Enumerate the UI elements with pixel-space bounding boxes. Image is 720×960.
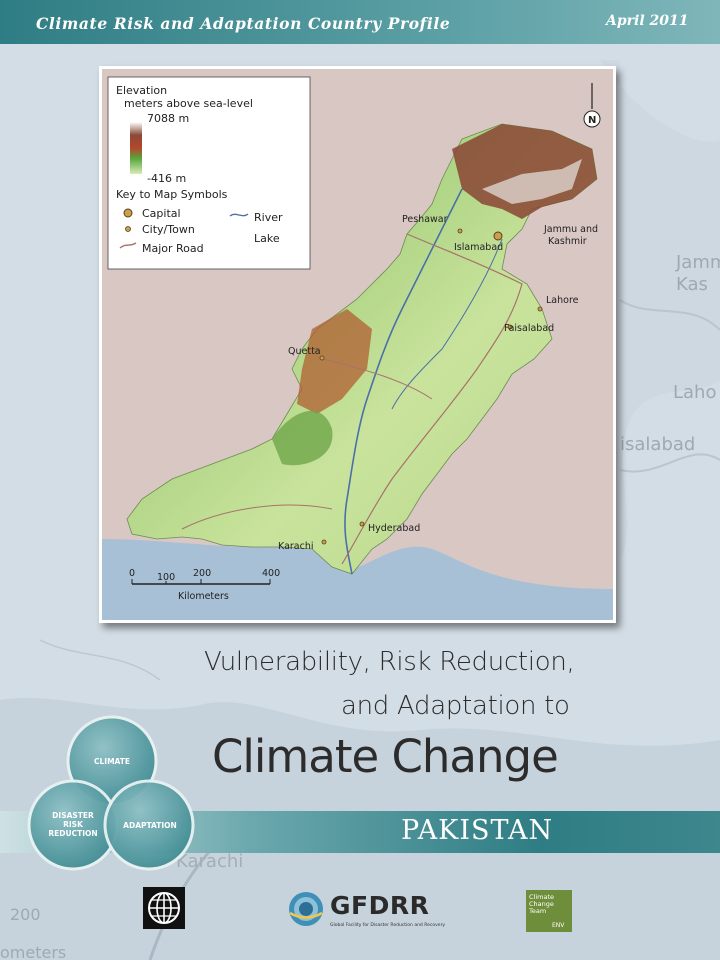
city-label-quetta: Quetta bbox=[288, 346, 321, 357]
city-marker-quetta bbox=[319, 355, 325, 361]
city-label-islamabad: Islamabad bbox=[454, 242, 503, 253]
bg-label-200: 200 bbox=[10, 905, 41, 924]
world-bank-logo bbox=[143, 887, 185, 929]
scale-label-0: 0 bbox=[129, 568, 135, 579]
city-marker-peshawar bbox=[457, 228, 463, 234]
elevation-scale bbox=[130, 122, 142, 174]
pakistan-map: Elevation meters above sea-level 7088 m … bbox=[99, 66, 616, 623]
legend-subtitle: meters above sea-level bbox=[124, 97, 253, 110]
bg-label-karachi: Karachi bbox=[176, 851, 243, 872]
city-marker-karachi bbox=[321, 539, 327, 545]
cct-line-2: Change bbox=[529, 900, 554, 908]
balochistan-hills bbox=[272, 410, 333, 466]
city-icon bbox=[125, 226, 131, 232]
city-label-faisalabad: Faisalabad bbox=[504, 323, 554, 334]
city-label-karachi: Karachi bbox=[278, 541, 314, 552]
major-road bbox=[181, 504, 333, 530]
legend-title: Elevation bbox=[116, 84, 167, 97]
major-road bbox=[341, 233, 523, 565]
legend-river: River bbox=[254, 211, 283, 224]
legend-max: 7088 m bbox=[147, 112, 189, 125]
cct-env: ENV bbox=[552, 922, 565, 929]
scale-label-100: 100 bbox=[157, 572, 175, 583]
label-drr-2: RISK bbox=[63, 820, 83, 829]
legend-lake: Lake bbox=[254, 232, 280, 245]
city-marker-lahore bbox=[537, 306, 543, 312]
country-name: PAKISTAN bbox=[401, 815, 554, 846]
glaciers bbox=[482, 159, 582, 204]
cct-text: Climate Change Team bbox=[529, 894, 554, 915]
bg-label-kilometers: ometers bbox=[0, 943, 66, 960]
title-line-2: and Adaptation to bbox=[341, 691, 570, 721]
city-label-peshawar: Peshawar bbox=[402, 214, 448, 225]
gfdrr-globe-icon bbox=[289, 892, 323, 926]
publication-date: April 2011 bbox=[606, 13, 689, 29]
bg-label-jammu: Jamm bbox=[675, 252, 720, 273]
legend-city: City/Town bbox=[142, 223, 195, 236]
legend-road: Major Road bbox=[142, 242, 204, 255]
city-marker-hyderabad bbox=[359, 521, 365, 527]
bg-label-kas: Kas bbox=[676, 274, 708, 295]
northern-highlands bbox=[452, 124, 597, 219]
legend-capital: Capital bbox=[142, 207, 181, 220]
gfdrr-logo: GFDRR Global Facility for Disaster Reduc… bbox=[286, 889, 446, 933]
capital-icon bbox=[123, 208, 133, 218]
capital-marker-islamabad bbox=[493, 231, 503, 241]
label-drr-1: DISASTER bbox=[52, 811, 94, 820]
major-road bbox=[323, 358, 433, 400]
legend-key-title: Key to Map Symbols bbox=[116, 188, 228, 201]
river-icon bbox=[229, 213, 249, 217]
cct-line-3: Team bbox=[529, 907, 547, 915]
bg-label-faisalabad: isalabad bbox=[620, 434, 695, 455]
label-drr-3: REDUCTION bbox=[48, 829, 98, 838]
label-adaptation: ADAPTATION bbox=[123, 821, 177, 830]
country-bar bbox=[0, 811, 720, 853]
series-title: Climate Risk and Adaptation Country Prof… bbox=[36, 14, 451, 33]
header-bar: Climate Risk and Adaptation Country Prof… bbox=[0, 0, 720, 44]
scale-label-400: 400 bbox=[262, 568, 280, 579]
bg-label-lahore: Laho bbox=[673, 382, 716, 403]
scale-label-200: 200 bbox=[193, 568, 211, 579]
arabian-sea bbox=[102, 539, 613, 620]
city-label-hyderabad: Hyderabad bbox=[368, 523, 420, 534]
cct-line-1: Climate bbox=[529, 893, 555, 901]
city-marker-faisalabad bbox=[507, 324, 513, 330]
north-label: N bbox=[588, 115, 596, 126]
label-climate: CLIMATE bbox=[94, 757, 130, 766]
indus-river bbox=[344, 188, 463, 575]
gfdrr-wordmark: GFDRR bbox=[330, 891, 430, 920]
scale-unit: Kilometers bbox=[178, 591, 229, 602]
river-tributary bbox=[391, 238, 503, 410]
north-icon bbox=[583, 110, 601, 128]
city-label-lahore: Lahore bbox=[546, 295, 579, 306]
map-svg: Elevation meters above sea-level 7088 m … bbox=[102, 69, 613, 620]
title-line-1: Vulnerability, Risk Reduction, bbox=[204, 647, 575, 677]
title-line-3: Climate Change bbox=[212, 730, 559, 783]
city-label-jammu: Jammu and bbox=[543, 224, 598, 235]
gfdrr-tagline: Global Facility for Disaster Reduction a… bbox=[330, 923, 446, 928]
road-icon bbox=[119, 242, 137, 249]
city-label-kashmir: Kashmir bbox=[548, 236, 587, 247]
climate-change-team-logo: Climate Change Team ENV bbox=[526, 890, 572, 932]
legend-min: -416 m bbox=[147, 172, 186, 185]
